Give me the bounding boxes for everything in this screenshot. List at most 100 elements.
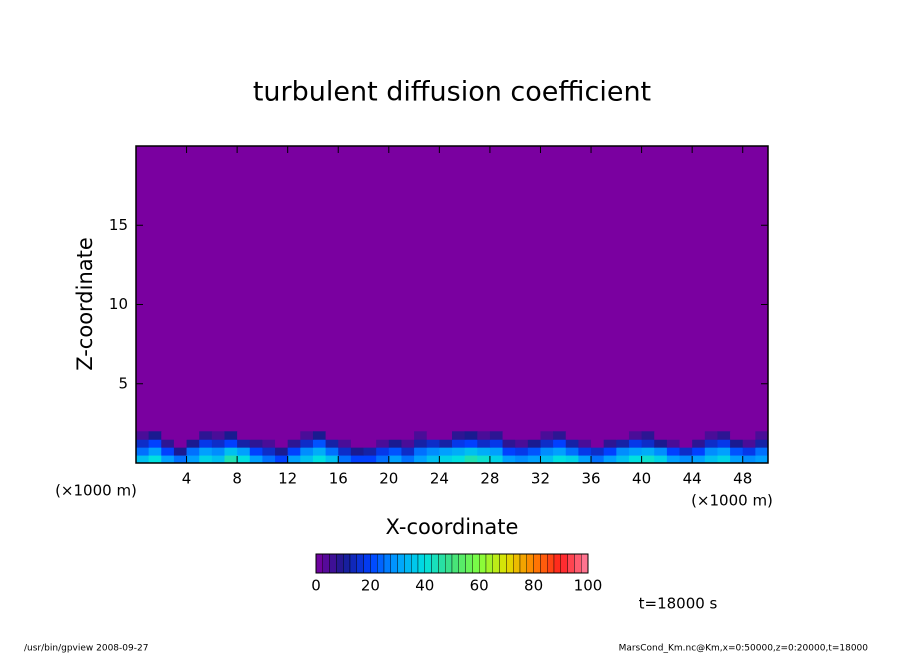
heatmap-cell [199, 455, 213, 464]
heatmap-cell [692, 439, 706, 448]
colorbar-cell [356, 553, 364, 574]
heatmap-cell [616, 447, 630, 456]
colorbar-tick-label: 80 [524, 577, 543, 595]
chart-title: turbulent diffusion coefficient [253, 77, 651, 108]
heatmap-cell [224, 447, 238, 456]
heatmap-cell [237, 455, 251, 464]
colorbar-cell [526, 553, 534, 574]
colorbar-cell [424, 553, 432, 574]
heatmap-cell [704, 455, 718, 464]
colorbar-cell [383, 553, 392, 574]
colorbar-cell [343, 553, 351, 574]
heatmap-cell [148, 431, 162, 440]
heatmap-cell [502, 455, 516, 464]
colorbar-cell [438, 553, 446, 574]
colorbar-cell [492, 553, 500, 574]
heatmap-cell [540, 447, 554, 456]
heatmap-cell [312, 439, 327, 448]
heatmap-cell [249, 431, 263, 440]
heatmap-cell [300, 447, 314, 456]
heatmap-cell [414, 431, 428, 440]
heatmap-cell [173, 447, 188, 456]
heatmap-cell [224, 439, 238, 448]
heatmap-cell [603, 439, 617, 448]
heatmap-cell [148, 455, 162, 464]
x-unit-label: (×1000 m) [55, 482, 137, 500]
heatmap-cell [464, 439, 478, 448]
heatmap-cell [654, 455, 668, 464]
colorbar-cell [485, 553, 494, 574]
x-tick-label: 48 [733, 470, 752, 488]
footer-right: MarsCond_Km.nc@Km,x=0:50000,z=0:20000,t=… [619, 644, 869, 654]
heatmap-cell [641, 439, 655, 448]
heatmap-cell [338, 455, 352, 464]
heatmap-cell [755, 455, 769, 464]
heatmap-cell [376, 455, 390, 464]
y-tick-label: 5 [118, 374, 128, 392]
heatmap-cell [540, 431, 554, 440]
heatmap-cell [401, 431, 415, 440]
heatmap-cell [742, 447, 756, 456]
plot-background [136, 146, 768, 463]
colorbar-cell [581, 553, 589, 574]
heatmap-cell [477, 439, 491, 448]
heatmap-cell [161, 455, 175, 464]
heatmap-cell [502, 439, 516, 448]
heatmap-cell [300, 455, 314, 464]
colorbar-cell [458, 553, 466, 574]
colorbar-cell [377, 553, 385, 574]
colorbar-cell [363, 553, 371, 574]
heatmap-cell [452, 455, 466, 464]
heatmap-cell [363, 431, 377, 440]
colorbar-cell [451, 553, 460, 574]
heatmap-cell [401, 455, 415, 464]
heatmap-cell [666, 447, 681, 456]
heatmap-cell [211, 455, 225, 464]
heatmap-cell [439, 447, 453, 456]
heatmap-cell [275, 439, 289, 448]
heatmap-cell [464, 447, 478, 456]
colorbar-cell [513, 553, 521, 574]
heatmap-cell [730, 455, 744, 464]
colorbar-cell [370, 553, 378, 574]
colorbar-tick-label: 100 [574, 577, 603, 595]
heatmap-cell [338, 439, 352, 448]
colorbar-cell [431, 553, 439, 574]
heatmap-cell [439, 455, 453, 464]
x-tick-label: 12 [278, 470, 297, 488]
heatmap-cell [287, 455, 301, 464]
colorbar-cell [499, 553, 507, 574]
heatmap-cell [692, 447, 706, 456]
heatmap-cell [742, 431, 756, 440]
heatmap-cell [211, 447, 225, 456]
colorbar-cell [574, 553, 582, 574]
heatmap-cell [312, 455, 327, 464]
heatmap-cell [603, 447, 617, 456]
heatmap-cell [603, 431, 617, 440]
heatmap-cell [249, 455, 263, 464]
footer-left: /usr/bin/gpview 2008-09-27 [24, 644, 148, 654]
heatmap-cell [136, 431, 150, 440]
x-tick-label: 4 [182, 470, 192, 488]
colorbar-cell [445, 553, 453, 574]
heatmap-cell [363, 439, 377, 448]
x-tick-label: 44 [683, 470, 702, 488]
heatmap-cell [275, 455, 289, 464]
heatmap-cell [287, 439, 301, 448]
x-unit-label: (×1000 m) [691, 492, 773, 510]
colorbar-cell [553, 553, 561, 574]
heatmap-cell [376, 439, 390, 448]
heatmap-cell [452, 431, 466, 440]
heatmap-cell [692, 455, 706, 464]
colorbar-cell [329, 553, 337, 574]
colorbar-cell [322, 553, 330, 574]
heatmap-cell [641, 455, 655, 464]
heatmap-cell [148, 447, 162, 456]
heatmap-cell [161, 447, 175, 456]
heatmap-cell [717, 431, 731, 440]
heatmap-cell [755, 447, 769, 456]
heatmap-cell [376, 431, 390, 440]
heatmap-cell [628, 431, 643, 440]
heatmap-cell [136, 439, 150, 448]
heatmap-cell [350, 431, 365, 440]
